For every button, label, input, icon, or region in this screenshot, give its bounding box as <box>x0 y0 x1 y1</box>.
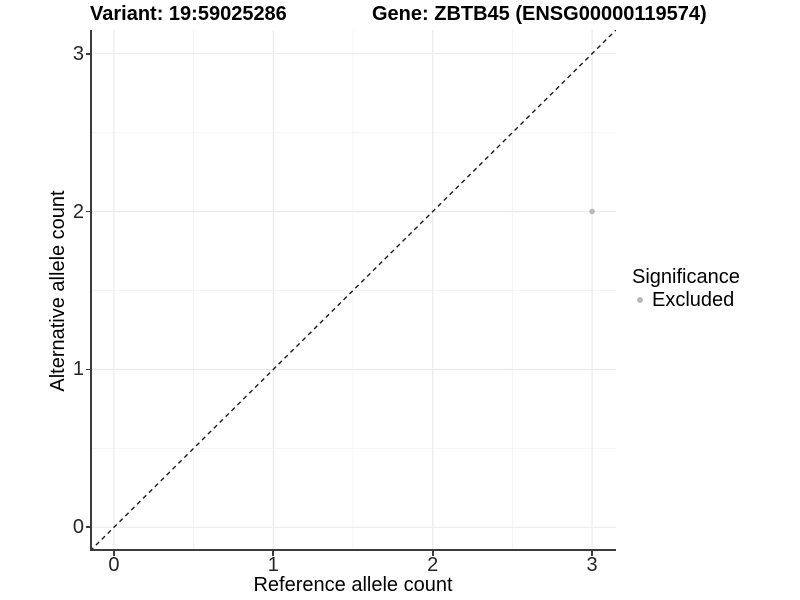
x-tick-mark <box>272 551 275 556</box>
y-tick-label: 0 <box>72 516 84 539</box>
x-tick-mark <box>591 551 593 556</box>
legend-item-excluded: Excluded <box>632 289 740 311</box>
excluded-point-icon <box>637 297 643 303</box>
x-axis-title: Reference allele count <box>253 574 453 596</box>
legend-key <box>632 297 648 303</box>
y-tick-label: 2 <box>72 200 84 223</box>
x-tick-label: 0 <box>108 554 120 576</box>
identity-line <box>90 30 616 551</box>
legend-title: Significance <box>632 266 740 288</box>
variant-title: Variant: 19:59025286 <box>90 3 287 25</box>
legend: Significance Excluded <box>632 266 740 312</box>
y-tick-mark <box>85 526 90 529</box>
x-tick-label: 2 <box>427 554 439 576</box>
x-tick-mark <box>431 551 434 556</box>
legend-item-label: Excluded <box>652 289 735 311</box>
x-tick-mark <box>113 551 115 556</box>
gene-title: Gene: ZBTB45 (ENSG00000119574) <box>372 3 707 25</box>
y-tick-mark <box>85 210 90 213</box>
y-tick-label: 1 <box>72 358 84 381</box>
y-tick-mark <box>85 368 90 371</box>
x-tick-label: 3 <box>586 554 598 576</box>
x-tick-label: 1 <box>267 554 279 576</box>
plot-panel <box>90 30 616 551</box>
data-point <box>589 208 595 215</box>
y-tick-label: 3 <box>72 42 84 65</box>
y-tick-mark <box>85 52 90 55</box>
